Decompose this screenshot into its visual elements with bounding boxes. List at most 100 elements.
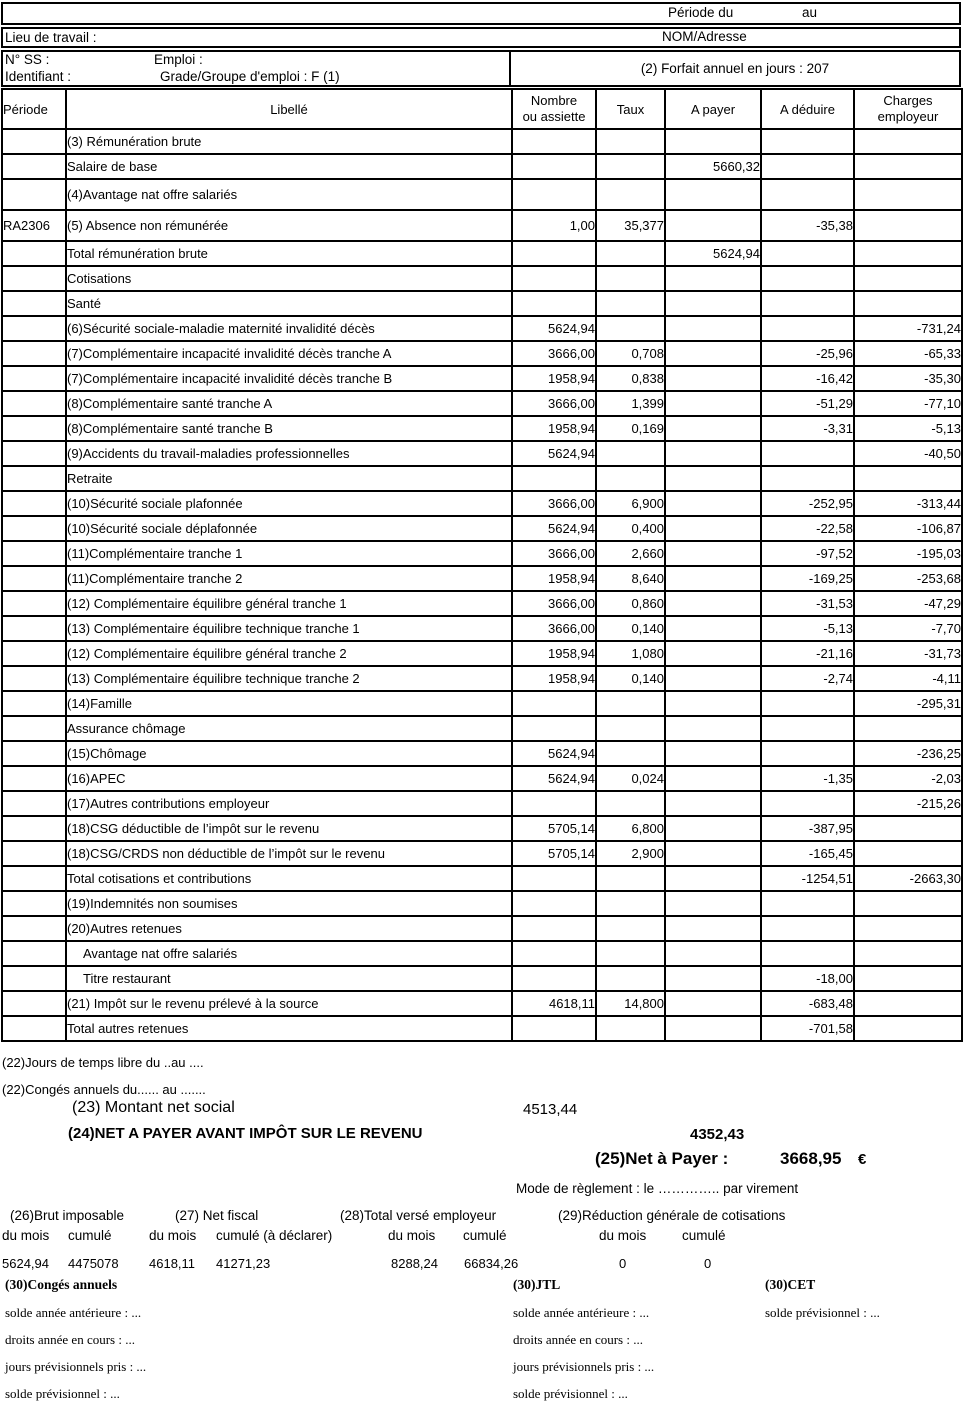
a-deduire-cell: -1,35 [760, 765, 855, 792]
nombre-cell: 5624,94 [511, 440, 597, 467]
row-label-cell: (12) Complémentaire équilibre général tr… [65, 640, 513, 667]
a-deduire-cell [760, 265, 855, 292]
leave-cet-title: (30)CET [765, 1277, 816, 1292]
a-deduire-cell: -25,96 [760, 340, 855, 367]
a-payer-cell [664, 615, 762, 642]
nombre-cell [511, 153, 597, 180]
row-label-cell: (19)Indemnités non soumises [65, 890, 513, 917]
row-label-cell: (14)Famille [65, 690, 513, 717]
payment-method-line: Mode de règlement : le ………….. par vireme… [516, 1181, 799, 1196]
nombre-cell [511, 290, 597, 317]
taux-cell: 2,900 [595, 840, 666, 867]
col-header-a-deduire: A déduire [760, 88, 855, 130]
row-label-cell: (13) Complémentaire équilibre technique … [65, 665, 513, 692]
nombre-cell: 1958,94 [511, 640, 597, 667]
a-payer-cell [664, 815, 762, 842]
period-code-cell: RA2306 [1, 209, 67, 242]
nombre-cell: 5624,94 [511, 765, 597, 792]
row-label-cell: (7)Complémentaire incapacité invalidité … [65, 365, 513, 392]
a-deduire-cell: -252,95 [760, 490, 855, 517]
a-deduire-cell [760, 940, 855, 967]
period-code-cell [1, 790, 67, 817]
row-label-cell: (11)Complémentaire tranche 2 [65, 565, 513, 592]
period-au-label: au [802, 5, 818, 20]
a-payer-cell [664, 990, 762, 1017]
col-header-libelle: Libellé [65, 88, 513, 130]
charges-cell: -215,26 [853, 790, 963, 817]
a-payer-cell [664, 440, 762, 467]
taux-cell: 8,640 [595, 565, 666, 592]
period-code-cell [1, 465, 67, 492]
row-label-cell: (15)Chômage [65, 740, 513, 767]
nombre-cell: 5705,14 [511, 815, 597, 842]
col-header-charges-line1: Charges [883, 92, 933, 108]
period-code-cell [1, 565, 67, 592]
nombre-cell [511, 915, 597, 942]
payslip-table-body: (3) Rémunération brute Salaire de base 566… [1, 128, 963, 1042]
table-row: (19)Indemnités non soumises [1, 890, 963, 917]
nombre-cell [511, 240, 597, 267]
a-deduire-cell [760, 890, 855, 917]
taux-cell: 1,399 [595, 390, 666, 417]
a-payer-cell [664, 1015, 762, 1042]
a-payer-cell [664, 965, 762, 992]
workplace-box [1, 27, 961, 48]
a-payer-cell [664, 790, 762, 817]
taux-cell: 0,860 [595, 590, 666, 617]
a-deduire-cell [760, 740, 855, 767]
leave-conges-item: droits année en cours : ... [5, 1332, 135, 1347]
row-label-cell: (12) Complémentaire équilibre général tr… [65, 590, 513, 617]
identifiant-label: Identifiant : [5, 69, 72, 84]
name-address-label: NOM/Adresse [662, 29, 747, 44]
nombre-cell: 3666,00 [511, 615, 597, 642]
taux-cell [595, 890, 666, 917]
table-row: (21) Impôt sur le revenu prélevé à la so… [1, 990, 963, 1017]
a-payer-cell [664, 915, 762, 942]
col-header-a-payer: A payer [664, 88, 762, 130]
nombre-cell: 1958,94 [511, 665, 597, 692]
row-label-cell: Total autres retenues [65, 1015, 513, 1042]
a-deduire-cell: -701,58 [760, 1015, 855, 1042]
nombre-cell [511, 128, 597, 155]
taux-cell [595, 690, 666, 717]
summary-reduction-h1: du mois [599, 1228, 647, 1243]
table-row: (6)Sécurité sociale-maladie maternité in… [1, 315, 963, 342]
nombre-cell [511, 690, 597, 717]
table-row: (9)Accidents du travail-maladies profess… [1, 440, 963, 467]
period-code-cell [1, 490, 67, 517]
a-payer-cell [664, 540, 762, 567]
period-code-cell [1, 390, 67, 417]
charges-cell [853, 465, 963, 492]
charges-cell: -295,31 [853, 690, 963, 717]
col-header-nombre: Nombre ou assiette [511, 88, 597, 130]
charges-cell [853, 990, 963, 1017]
nombre-cell: 1958,94 [511, 365, 597, 392]
charges-cell [853, 890, 963, 917]
table-row: RA2306 (5) Absence non rémunérée 1,00 35,37… [1, 209, 963, 242]
a-deduire-cell: -169,25 [760, 565, 855, 592]
taux-cell [595, 940, 666, 967]
nombre-cell: 5624,94 [511, 740, 597, 767]
row-label-cell: (7)Complémentaire incapacité invalidité … [65, 340, 513, 367]
taux-cell [595, 1015, 666, 1042]
period-code-cell [1, 128, 67, 155]
a-payer-cell [664, 565, 762, 592]
period-code-cell [1, 740, 67, 767]
a-deduire-cell [760, 790, 855, 817]
summary-reduction-title: (29)Réduction générale de cotisations [558, 1208, 786, 1223]
a-deduire-cell: -22,58 [760, 515, 855, 542]
a-payer-cell [664, 390, 762, 417]
table-row: Salaire de base 5660,32 [1, 153, 963, 180]
taux-cell: 35,377 [595, 209, 666, 242]
row-label-cell: Total rémunération brute [65, 240, 513, 267]
period-du-label: Période du [668, 5, 734, 20]
period-code-cell [1, 915, 67, 942]
table-row: (14)Famille -295,31 [1, 690, 963, 717]
table-row: Titre restaurant -18,00 [1, 965, 963, 992]
table-header-row: Période Libellé Nombre ou assiette Taux … [1, 88, 963, 130]
col-header-charges: Charges employeur [853, 88, 963, 130]
table-row: Cotisations [1, 265, 963, 292]
taux-cell [595, 265, 666, 292]
summary-verse-v2: 66834,26 [464, 1256, 519, 1271]
leave-jtl-item: droits année en cours : ... [513, 1332, 643, 1347]
